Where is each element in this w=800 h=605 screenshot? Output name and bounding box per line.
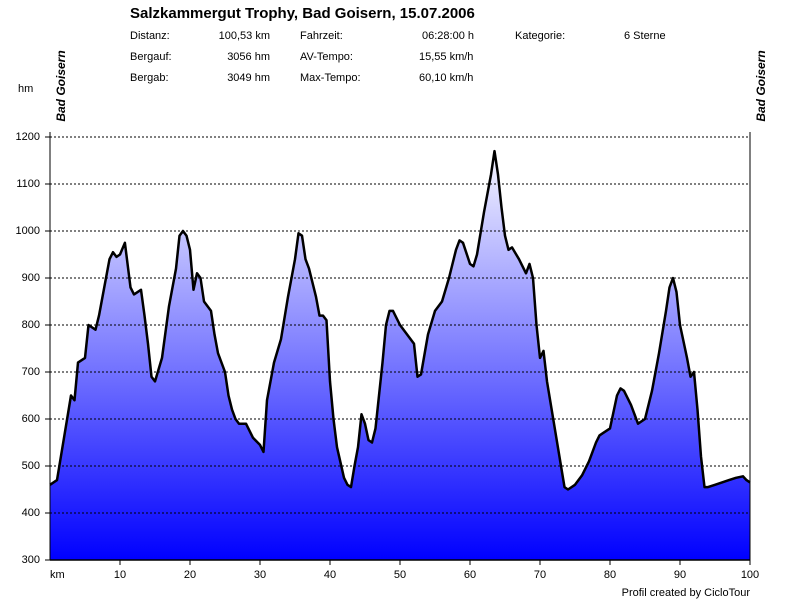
x-tick-label: 40 bbox=[324, 569, 336, 581]
y-tick-label: 1100 bbox=[16, 178, 40, 190]
x-tick-label: 20 bbox=[184, 569, 196, 581]
x-tick-label: 80 bbox=[604, 569, 616, 581]
y-tick-label: 700 bbox=[22, 366, 40, 378]
x-tick-label: 60 bbox=[464, 569, 476, 581]
y-tick-label: 800 bbox=[22, 319, 40, 331]
stat-label: AV-Tempo: bbox=[300, 51, 353, 63]
chart-title: Salzkammergut Trophy, Bad Goisern, 15.07… bbox=[130, 5, 475, 22]
x-tick-label: 30 bbox=[254, 569, 266, 581]
y-tick-label: 400 bbox=[22, 507, 40, 519]
x-tick-label: 10 bbox=[114, 569, 126, 581]
stat-value: 06:28:00 h bbox=[422, 30, 474, 42]
x-tick-label: 90 bbox=[674, 569, 686, 581]
y-tick-label: 600 bbox=[22, 413, 40, 425]
x-tick-label: 100 bbox=[741, 569, 759, 581]
stat-label: Bergab: bbox=[130, 72, 169, 84]
stat-value: 3049 hm bbox=[227, 72, 270, 84]
end-label: Bad Goisern bbox=[754, 50, 768, 121]
stat-label: Kategorie: bbox=[515, 30, 565, 42]
profile-line bbox=[49, 149, 751, 491]
stat-label: Fahrzeit: bbox=[300, 30, 343, 42]
y-tick-label: 300 bbox=[22, 554, 40, 566]
x-tick-label: 70 bbox=[534, 569, 546, 581]
y-tick-label: 500 bbox=[22, 460, 40, 472]
stat-value: 100,53 km bbox=[219, 30, 270, 42]
start-label: Bad Goisern bbox=[54, 50, 68, 121]
y-axis-label: hm bbox=[18, 83, 33, 95]
stat-value: 6 Sterne bbox=[624, 30, 666, 42]
x-axis-label: km bbox=[50, 569, 65, 581]
y-tick-label: 1000 bbox=[16, 225, 40, 237]
stat-label: Distanz: bbox=[130, 30, 170, 42]
stat-label: Max-Tempo: bbox=[300, 72, 361, 84]
stat-value: 3056 hm bbox=[227, 51, 270, 63]
area-fill bbox=[50, 151, 750, 560]
stat-value: 15,55 km/h bbox=[419, 51, 473, 63]
x-tick-label: 50 bbox=[394, 569, 406, 581]
y-tick-label: 1200 bbox=[16, 131, 40, 143]
credit: Profil created by CicloTour bbox=[622, 587, 751, 599]
stat-value: 60,10 km/h bbox=[419, 72, 473, 84]
stat-label: Bergauf: bbox=[130, 51, 172, 63]
y-tick-label: 900 bbox=[22, 272, 40, 284]
